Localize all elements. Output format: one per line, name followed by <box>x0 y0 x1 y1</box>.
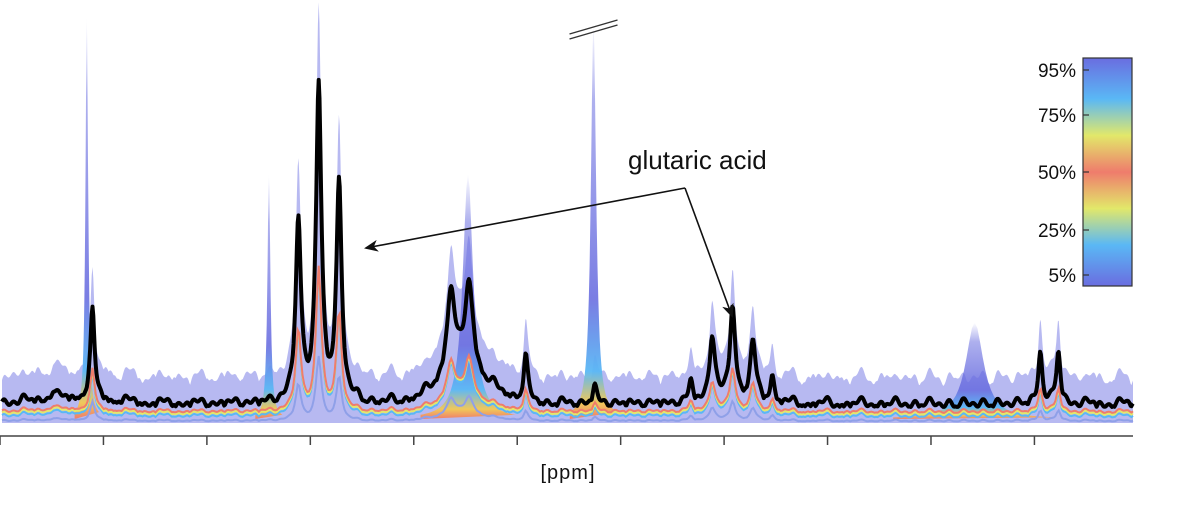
x-axis-label: [ppm] <box>540 462 595 484</box>
glutaric-acid-annotation: glutaric acid <box>364 145 767 318</box>
colorbar-label-0: 95% <box>1038 61 1076 82</box>
annotation-label: glutaric acid <box>628 145 767 175</box>
mean-spectrum-layer <box>0 77 1135 409</box>
colorbar: 95% 75% 50% 25% 5% <box>1038 57 1133 287</box>
percentile-lines <box>1 265 1134 423</box>
colorbar-label-2: 50% <box>1038 163 1076 184</box>
probability-band-0 <box>569 22 618 419</box>
percentile-line-0 <box>1 270 1134 419</box>
colorbar-label-3: 25% <box>1038 221 1076 242</box>
colorbar-label-4: 5% <box>1049 266 1077 287</box>
percentile-line-1 <box>1 267 1134 416</box>
lower-bound-line <box>1 355 1134 423</box>
colorbar-label-1: 75% <box>1038 106 1076 127</box>
probability-band-2 <box>255 173 283 419</box>
probability-band-4 <box>893 322 1057 419</box>
annotation-arrow-right <box>684 187 734 318</box>
probability-bands <box>2 2 1133 423</box>
mean-spectrum-line <box>0 77 1135 409</box>
percentile-line-2 <box>1 265 1134 414</box>
probability-band-1 <box>74 16 99 419</box>
colorbar-gradient <box>1082 57 1133 287</box>
uncertainty-envelope <box>2 2 1133 423</box>
axis-break-marker <box>569 19 618 40</box>
x-axis <box>0 435 1133 445</box>
annotation-arrow-left <box>364 187 686 252</box>
